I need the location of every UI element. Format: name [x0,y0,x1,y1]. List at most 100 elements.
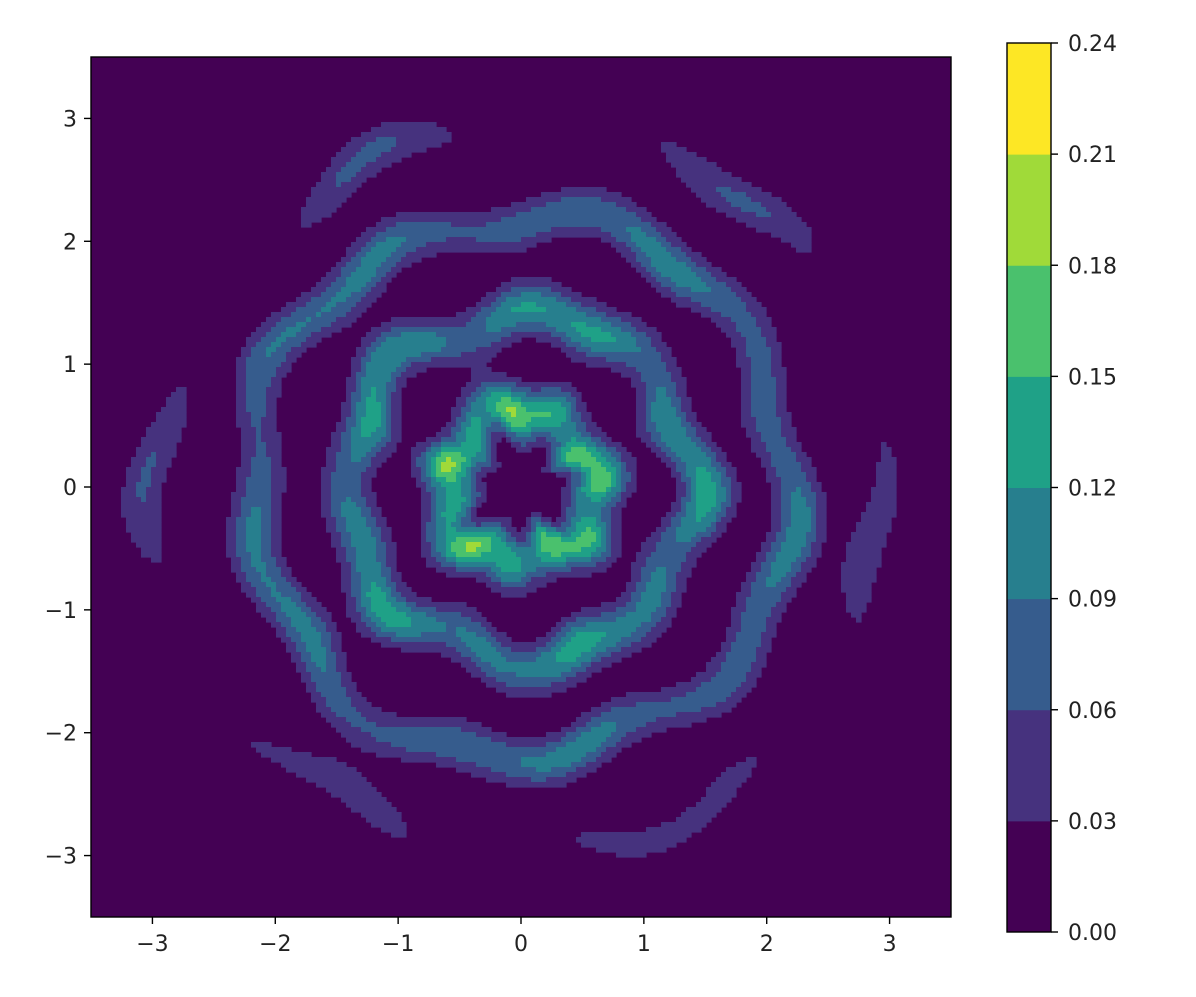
contour-band-cell [696,192,722,198]
contour-band-cell [571,477,582,483]
contour-band-cell [446,497,467,503]
contour-band-cell [666,442,697,448]
contour-band-cell [501,292,522,298]
contour-band-cell [336,182,342,188]
contour-band-cell [361,362,367,368]
contour-band-cell [781,422,792,428]
contour-band-cell [681,477,692,483]
contour-band-cell [546,447,552,453]
contour-band-cell [436,512,442,518]
contour-band-cell [576,672,592,678]
contour-band-cell [246,492,272,498]
contour-band-cell [801,567,812,573]
contour-band-cell [566,342,582,348]
contour-band-cell [256,447,267,453]
contour-band-cell [521,402,562,408]
contour-band-cell [581,332,612,338]
contour-band-cell [351,397,362,403]
contour-band-cell [361,632,377,638]
contour-band-cell [261,417,277,423]
colorbar-band [1007,598,1051,711]
contour-band-cell [131,457,147,463]
contour-band-cell [756,212,772,218]
contour-band-cell [571,492,577,498]
contour-band-cell [331,722,352,728]
contour-band-cell [366,352,372,358]
contour-band-cell [511,442,522,448]
contour-band-cell [706,512,717,518]
contour-band-cell [271,502,282,508]
contour-band-cell [236,537,247,543]
contour-band-cell [426,482,432,488]
contour-band-cell [371,127,447,133]
contour-band-cell [286,612,307,618]
contour-band-cell [126,477,142,483]
contour-band-cell [521,567,537,573]
contour-band-cell [451,432,457,438]
contour-band-cell [321,637,332,643]
contour-band-cell [421,517,432,523]
contour-band-cell [366,402,382,408]
contour-band-cell [371,447,382,453]
contour-band-cell [291,622,312,628]
contour-band-cell [521,397,567,403]
contour-band-cell [436,467,442,473]
contour-band-cell [776,387,787,393]
contour-band-cell [521,292,542,298]
contour-band-cell [476,632,492,638]
contour-band-cell [371,327,392,333]
contour-band-cell [611,517,622,523]
contour-band-cell [246,337,262,343]
contour-band-cell [506,427,512,433]
contour-band-cell [596,537,602,543]
contour-band-cell [241,347,252,353]
contour-band-cell [631,377,642,383]
contour-band-cell [421,547,432,553]
contour-band-cell [236,367,247,373]
contour-band-cell [251,412,267,418]
contour-band-cell [426,447,432,453]
contour-band-cell [791,517,812,523]
contour-band-cell [336,712,362,718]
contour-band-cell [311,652,327,658]
contour-band-cell [756,552,767,558]
contour-band-cell [586,482,592,488]
contour-band-cell [456,632,477,638]
contour-band-cell [381,407,387,413]
contour-band-cell [421,542,432,548]
contour-band-cell [151,482,162,488]
contour-band-cell [571,417,582,423]
contour-band-cell [691,307,712,313]
contour-band-cell [341,502,357,508]
contour-band-cell [741,297,757,303]
contour-band-cell [351,702,372,708]
contour-band-cell [436,457,447,463]
contour-band-cell [666,582,677,588]
contour-band-cell [721,647,732,653]
contour-band-cell [521,762,572,768]
contour-band-cell [761,437,787,443]
contour-band-cell [301,207,337,213]
contour-band-cell [481,492,487,498]
contour-band-cell [456,462,462,468]
contour-band-cell [246,487,272,493]
contour-band-cell [296,587,307,593]
contour-band-cell [346,527,372,533]
contour-band-cell [516,537,527,543]
contour-band-cell [401,242,427,248]
contour-band-cell [616,617,652,623]
contour-band-cell [386,382,397,388]
contour-band-cell [361,337,377,343]
contour-band-cell [356,547,377,553]
contour-band-cell [656,237,667,243]
contour-band-cell [411,462,417,468]
contour-band-cell [431,547,437,553]
contour-band-cell [671,377,687,383]
contour-band-cell [486,447,492,453]
contour-band-cell [371,237,387,243]
contour-band-cell [766,552,777,558]
contour-band-cell [561,387,577,393]
contour-band-cell [611,452,622,458]
contour-band-cell [636,337,652,343]
contour-band-cell [616,492,622,498]
